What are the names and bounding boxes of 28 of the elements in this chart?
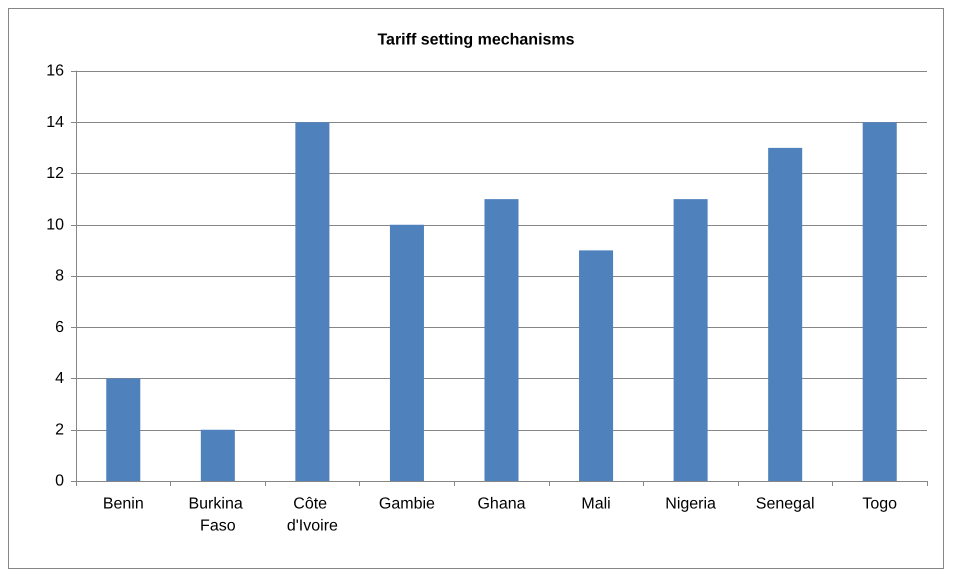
y-tick-label: 12 [46,165,64,182]
y-tick-label: 4 [55,370,64,387]
bar [768,148,802,481]
bar [200,430,235,481]
y-tick-label: 16 [46,62,64,80]
y-tick-label: 2 [55,421,64,438]
bar [674,199,708,481]
x-tick-label: Burkina Faso [188,496,248,534]
y-tick-label: 0 [55,472,64,490]
bar [484,199,519,481]
x-tick-label: Mali [581,496,611,512]
x-tick-label: Ghana [477,496,526,512]
y-tick-label: 8 [55,268,64,284]
y-tick-label: 6 [55,318,64,336]
bar [579,250,614,481]
bar [390,224,424,481]
y-tick-label: 14 [46,114,64,131]
x-tick-label: Senegal [756,496,815,512]
chart-title: Tariff setting mechanisms [377,32,575,48]
x-tick-label: Côte d'Ivoire [286,496,338,534]
x-tick-label: Togo [862,496,898,512]
bar [106,378,140,481]
y-tick-label: 10 [46,216,64,234]
x-tick-label: Benin [102,496,144,512]
bar [862,122,897,481]
bar [295,122,330,481]
x-tick-label: Gambie [378,496,436,512]
x-tick-label: Nigeria [665,496,716,512]
